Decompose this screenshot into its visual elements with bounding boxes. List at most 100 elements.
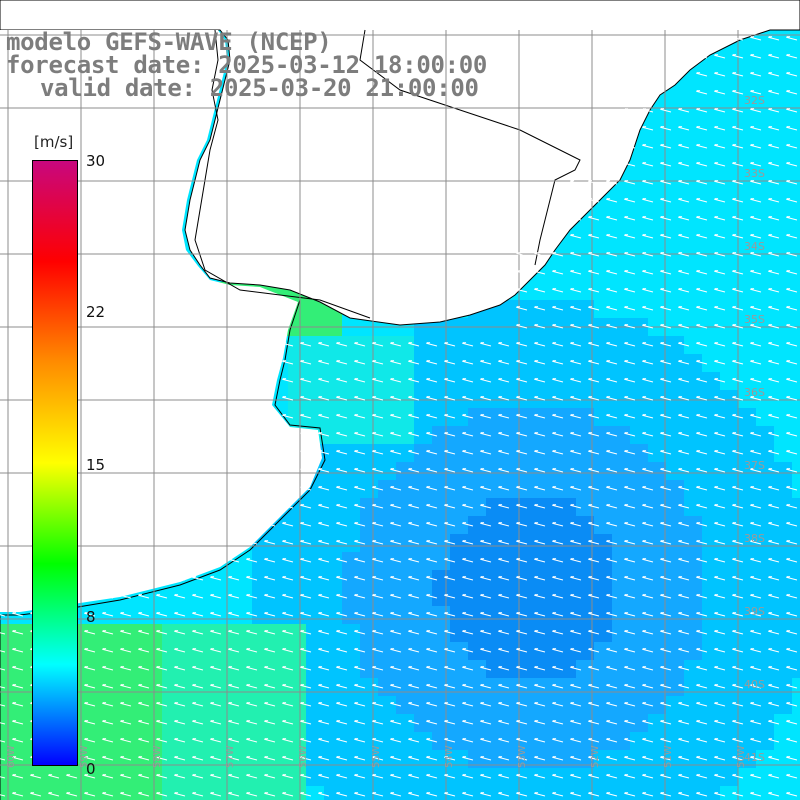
wind-cell [792,642,800,660]
wind-arrow [498,557,510,563]
wind-cell [414,768,432,786]
wind-cell [684,192,702,210]
wind-cell [774,246,792,264]
wind-cell [792,606,800,624]
wind-arrow [624,323,636,329]
wind-arrow [750,251,762,257]
river-boundary [194,29,371,319]
wind-arrow [192,557,204,563]
wind-cell [684,570,702,588]
wind-arrow [696,215,708,221]
wind-arrow [570,449,582,455]
wind-cell [756,714,774,732]
wind-cell [378,624,396,642]
wind-arrow [318,791,330,797]
wind-cell [612,732,630,750]
wind-cell [792,174,800,192]
wind-cell [756,660,774,678]
wind-cell [684,336,702,354]
wind-arrow [192,719,204,725]
wind-cell [576,786,594,800]
wind-cell [414,516,432,534]
wind-cell [702,210,720,228]
wind-cell [792,498,800,516]
wind-cell [612,282,630,300]
wind-arrow [0,668,6,671]
wind-cell [342,534,360,552]
wind-cell [630,300,648,318]
wind-arrow [390,773,402,779]
wind-arrow [588,557,600,563]
wind-cell [648,246,666,264]
wind-arrow [354,737,366,743]
wind-arrow [660,287,672,293]
wind-arrow [264,575,276,581]
wind-cell [216,588,234,606]
wind-cell [666,426,684,444]
wind-arrow [732,629,744,635]
wind-arrow [318,683,330,689]
wind-arrow [390,701,402,707]
wind-arrow [606,179,618,185]
wind-cell [612,534,630,552]
wind-cell [720,174,738,192]
wind-arrow [372,647,384,653]
wind-cell [162,750,180,768]
wind-cell [612,228,630,246]
wind-arrow [624,449,636,455]
wind-cell [486,498,504,516]
wind-arrow [480,557,492,563]
wind-cell [720,120,738,138]
wind-cell [198,696,216,714]
wind-arrow [228,647,240,653]
wind-arrow [462,521,474,527]
wind-cell [648,516,666,534]
wind-arrow [570,467,582,473]
wind-cell [468,516,486,534]
wind-arrow [570,431,582,437]
wind-arrow [768,143,780,149]
wind-arrow [300,557,312,563]
wind-cell [486,426,504,444]
wind-cell [648,282,666,300]
wind-arrow [390,413,402,419]
wind-arrow [642,287,654,293]
wind-arrow [210,485,222,491]
wind-cell [576,300,594,318]
wind-arrow [120,719,132,725]
wind-cell [306,714,324,732]
wind-arrow [696,53,708,59]
wind-arrow [714,53,726,59]
wind-arrow [660,629,672,635]
wind-cell [630,696,648,714]
wind-cell [414,444,432,462]
wind-arrow [498,629,510,635]
wind-cell [252,786,270,800]
wind-arrow [516,701,528,707]
wind-arrow [156,737,168,743]
wind-arrow [300,449,312,455]
wind-arrow [444,539,456,545]
wind-arrow [156,539,168,545]
wind-arrow [336,413,348,419]
wind-cell [450,354,468,372]
wind-cell [414,354,432,372]
wind-cell [486,516,504,534]
wind-cell [702,498,720,516]
wind-cell [558,660,576,678]
wind-arrow [570,215,582,221]
wind-arrow [678,143,690,149]
wind-arrow [516,719,528,725]
wind-cell [630,354,648,372]
wind-arrow [408,773,420,779]
wind-cell [720,372,738,390]
wind-arrow [750,341,762,347]
wind-cell [288,372,306,390]
wind-cell [612,246,630,264]
wind-arrow [228,629,240,635]
wind-cell [648,228,666,246]
wind-arrow [462,773,474,779]
wind-cell [792,102,800,120]
wind-cell [756,120,774,138]
wind-cell [288,516,306,534]
